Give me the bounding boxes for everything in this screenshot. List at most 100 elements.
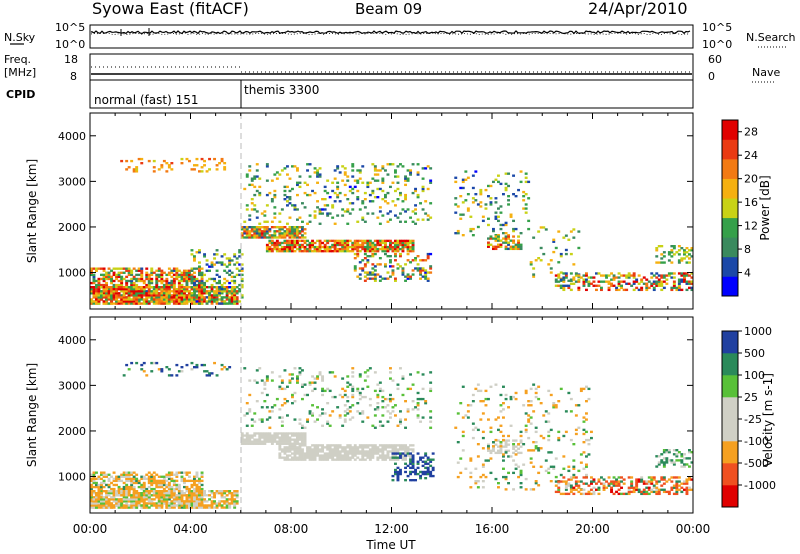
data-cell <box>507 449 511 452</box>
data-cell <box>600 482 603 485</box>
colorbar-segment <box>722 139 738 160</box>
data-cell <box>147 290 151 293</box>
data-cell <box>376 273 380 276</box>
data-cell <box>127 296 131 299</box>
data-cell <box>210 300 214 303</box>
data-cell <box>524 176 528 179</box>
data-cell <box>172 283 176 287</box>
data-cell <box>278 440 282 443</box>
data-cell <box>137 269 141 272</box>
data-cell <box>170 502 174 505</box>
data-cell <box>183 292 186 295</box>
data-cell <box>481 219 485 223</box>
data-cell <box>459 217 463 220</box>
data-cell <box>265 228 269 231</box>
data-cell <box>368 255 372 258</box>
data-cell <box>233 498 237 501</box>
data-cell <box>368 277 372 280</box>
data-cell <box>190 361 194 365</box>
data-cell <box>97 277 101 281</box>
data-cell <box>90 281 93 285</box>
data-cell <box>183 500 186 503</box>
data-cell <box>542 226 546 229</box>
data-cell <box>296 434 299 437</box>
data-cell <box>296 375 299 378</box>
data-cell <box>514 449 518 452</box>
data-cell <box>180 290 184 293</box>
data-cell <box>275 245 279 249</box>
data-cell <box>366 273 370 276</box>
data-cell <box>167 368 171 371</box>
data-cell <box>283 226 287 229</box>
data-cell <box>316 245 320 249</box>
data-cell <box>155 479 159 483</box>
data-cell <box>366 261 370 264</box>
data-cell <box>399 448 402 451</box>
data-cell <box>338 239 342 243</box>
data-cell <box>278 232 282 235</box>
data-cell <box>286 222 289 225</box>
data-cell <box>253 412 257 415</box>
data-cell <box>210 283 214 287</box>
data-cell <box>492 441 495 444</box>
data-cell <box>504 441 508 444</box>
data-cell <box>343 454 347 457</box>
data-cell <box>484 459 488 462</box>
data-cell <box>371 163 375 166</box>
data-cell <box>140 269 144 272</box>
data-cell <box>419 456 423 459</box>
data-cell <box>532 236 536 239</box>
data-cell <box>165 498 169 501</box>
data-cell <box>326 387 330 391</box>
data-cell <box>198 294 201 297</box>
data-cell <box>401 250 405 253</box>
data-cell <box>100 485 103 489</box>
data-cell <box>504 245 508 248</box>
data-cell <box>404 446 408 449</box>
data-cell <box>283 185 287 189</box>
data-cell <box>97 292 101 295</box>
data-cell <box>582 428 586 432</box>
data-cell <box>670 461 674 464</box>
data-cell <box>112 292 116 295</box>
data-cell <box>152 479 156 483</box>
freq-tick-top: 18 <box>64 53 78 66</box>
data-cell <box>690 249 694 252</box>
data-cell <box>193 498 196 501</box>
data-cell <box>230 279 234 283</box>
data-cell <box>331 458 335 461</box>
data-cell <box>248 214 252 217</box>
data-cell <box>293 432 297 435</box>
data-cell <box>198 485 201 489</box>
data-cell <box>215 302 219 305</box>
data-cell <box>361 216 365 219</box>
data-cell <box>361 239 365 243</box>
data-cell <box>132 481 136 485</box>
data-cell <box>662 451 666 454</box>
data-cell <box>414 259 418 262</box>
data-cell <box>645 492 649 496</box>
data-cell <box>135 286 139 289</box>
data-cell <box>363 275 367 278</box>
data-cell <box>572 492 576 496</box>
data-cell <box>105 496 109 499</box>
data-cell <box>172 492 176 495</box>
data-cell <box>198 504 201 507</box>
data-cell <box>652 274 656 277</box>
data-cell <box>381 406 385 409</box>
data-cell <box>557 490 561 494</box>
data-cell <box>492 229 495 233</box>
data-cell <box>193 292 196 295</box>
data-cell <box>318 208 322 211</box>
data-cell <box>117 296 121 299</box>
data-cell <box>198 502 201 505</box>
data-cell <box>100 298 103 301</box>
data-cell <box>240 438 244 441</box>
data-cell <box>150 479 154 483</box>
data-cell <box>115 300 119 303</box>
data-cell <box>140 475 144 478</box>
data-cell <box>615 276 619 279</box>
data-cell <box>160 498 164 501</box>
data-cell <box>386 277 390 280</box>
data-cell <box>203 253 207 256</box>
